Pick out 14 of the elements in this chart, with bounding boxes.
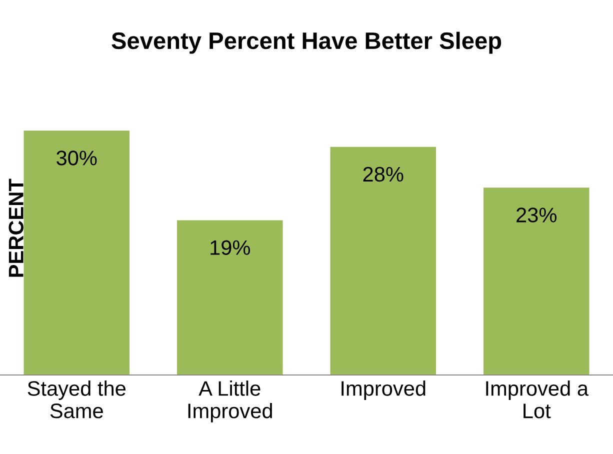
bar [177,220,283,376]
x-tick-label: Stayed the Same [28,380,126,418]
data-label: 19% [210,240,250,255]
bar [484,188,590,376]
x-tick-label: Improved a Lot [486,380,588,418]
chart-title: Seventy Percent Have Better Sleep [112,32,502,54]
data-label: 30% [56,150,97,166]
x-tick-label: A Little Improved [188,380,272,422]
bar [24,130,130,376]
data-label: 28% [363,166,404,182]
bar [330,146,436,376]
data-label: 23% [516,208,556,222]
y-axis-title: PERCENT [8,178,24,277]
x-tick-label: Improved [342,380,426,400]
